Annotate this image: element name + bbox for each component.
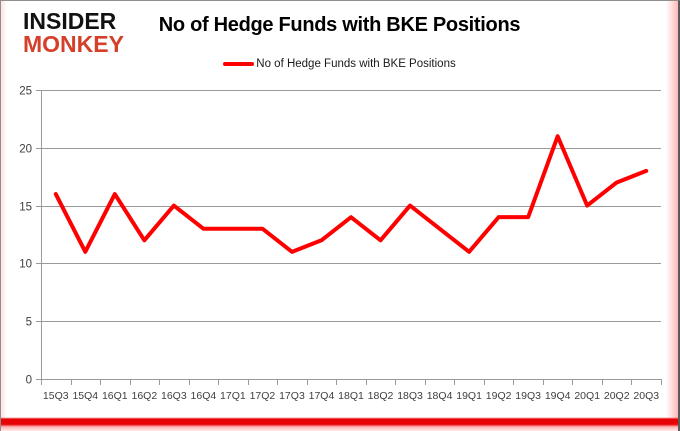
x-axis-label: 15Q3 [43, 390, 69, 402]
y-axis-label: 25 [19, 86, 32, 98]
y-axis-label: 20 [19, 144, 32, 156]
x-axis-label: 17Q3 [279, 390, 305, 402]
x-axis-label: 15Q4 [72, 390, 98, 402]
x-axis-label: 16Q3 [161, 390, 187, 402]
y-axis-label: 15 [19, 202, 32, 214]
x-axis-label: 16Q1 [102, 390, 128, 402]
x-axis-label: 20Q1 [574, 390, 600, 402]
x-axis-label: 19Q4 [545, 390, 571, 402]
x-axis-label: 16Q4 [191, 390, 217, 402]
x-axis-label: 18Q3 [397, 390, 423, 402]
x-axis-label: 19Q3 [515, 390, 541, 402]
data-series-line [53, 134, 649, 254]
legend-label: No of Hedge Funds with BKE Positions [256, 58, 456, 70]
legend-line-marker [223, 62, 255, 66]
chart-title: No of Hedge Funds with BKE Positions [158, 14, 521, 36]
x-axis-label: 17Q1 [220, 390, 246, 402]
x-axis-label: 19Q2 [486, 390, 512, 402]
x-axis-label: 17Q4 [309, 390, 335, 402]
x-axis-label: 19Q1 [456, 390, 482, 402]
y-axis-label: 5 [26, 317, 32, 329]
logo-insider-text: INSIDER [23, 8, 117, 34]
x-axis-label: 17Q2 [250, 390, 276, 402]
x-axis-label: 18Q2 [368, 390, 394, 402]
x-axis-label: 20Q3 [633, 390, 659, 402]
insider-monkey-logo: INSIDER MONKEY [23, 10, 124, 55]
logo-monkey-text: MONKEY [23, 30, 124, 57]
legend: No of Hedge Funds with BKE Positions [1, 58, 678, 70]
x-axis-label: 18Q4 [427, 390, 453, 402]
x-axis-label: 20Q2 [604, 390, 630, 402]
y-axis-label: 10 [19, 259, 32, 271]
y-axis-label: 0 [26, 375, 32, 387]
x-axis-label: 18Q1 [338, 390, 364, 402]
x-axis-label: 16Q2 [131, 390, 157, 402]
